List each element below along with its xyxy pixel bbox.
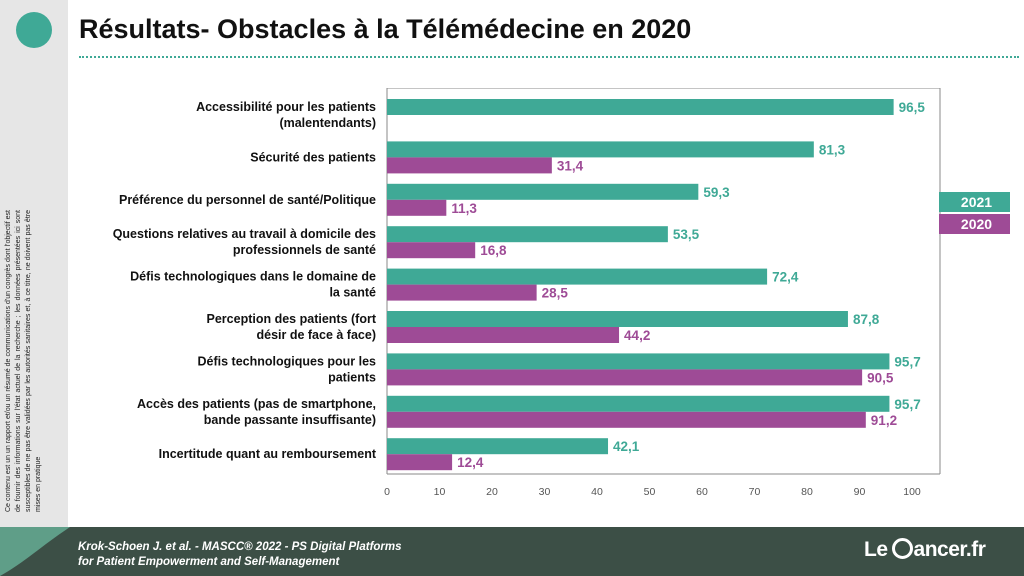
data-label-2021: 59,3 xyxy=(703,185,730,200)
footer-logo[interactable]: Le ancer.fr xyxy=(864,538,986,562)
data-label-2021: 72,4 xyxy=(772,270,799,285)
x-tick-label: 40 xyxy=(591,486,603,498)
category-label: Défis technologiques pour les xyxy=(198,354,377,368)
x-tick-label: 70 xyxy=(749,486,761,498)
bar-2020 xyxy=(387,411,866,428)
bar-2021 xyxy=(387,141,814,158)
data-label-2020: 16,8 xyxy=(480,243,507,258)
legend-label-2020: 2020 xyxy=(961,216,992,232)
page-title: Résultats- Obstacles à la Télémédecine e… xyxy=(79,14,692,44)
footer-logo-right: ancer.fr xyxy=(913,538,986,561)
bar-2020 xyxy=(387,369,863,386)
category-label: patients xyxy=(328,370,376,384)
category-label: désir de face à face) xyxy=(256,328,376,342)
bar-2021 xyxy=(387,226,668,243)
category-label: professionnels de santé xyxy=(233,243,376,257)
data-label-2020: 90,5 xyxy=(867,370,894,385)
bar-2021 xyxy=(387,99,894,115)
category-label: bande passante insuffisante) xyxy=(204,413,376,427)
bar-2020 xyxy=(387,242,476,259)
category-label: Sécurité des patients xyxy=(250,150,376,164)
left-sidebar: Ce contenu est un un rapport et/ou un ré… xyxy=(0,0,68,527)
bar-2020 xyxy=(387,284,537,301)
data-label-2021: 87,8 xyxy=(853,312,880,327)
category-label: (malentendants) xyxy=(279,116,376,130)
footer-reference: Krok-Schoen J. et al. - MASCC® 2022 - PS… xyxy=(78,540,402,570)
category-label: Accès des patients (pas de smartphone, xyxy=(137,397,376,411)
bar-2021 xyxy=(387,268,768,285)
category-label: Défis technologiques dans le domaine de xyxy=(130,270,376,284)
category-label: Préférence du personnel de santé/Politiq… xyxy=(119,193,376,207)
x-tick-label: 90 xyxy=(854,486,866,498)
legend-label-2021: 2021 xyxy=(961,194,992,210)
category-label: Incertitude quant au remboursement xyxy=(159,447,377,461)
bar-2020 xyxy=(387,454,453,471)
legend-swatch-2020 xyxy=(939,214,1010,234)
data-label-2021: 96,5 xyxy=(899,100,926,115)
data-label-2021: 53,5 xyxy=(673,227,700,242)
category-label: Questions relatives au travail à domicil… xyxy=(113,227,376,241)
bar-2021 xyxy=(387,438,609,455)
data-label-2020: 91,2 xyxy=(871,413,897,428)
brand-circle-icon xyxy=(16,12,52,48)
bar-chart: 0 10 20 30 40 50 60 70 80 90 100 Accessibilité pour… xyxy=(113,88,1010,498)
footer-reference-line2: for Patient Empowerment and Self-Managem… xyxy=(78,556,340,568)
data-label-2020: 28,5 xyxy=(542,286,569,301)
data-label-2020: 31,4 xyxy=(557,158,584,173)
bar-2020 xyxy=(387,327,620,343)
bar-2021 xyxy=(387,311,848,327)
data-label-2020: 44,2 xyxy=(624,328,650,343)
category-label: Perception des patients (fort xyxy=(207,312,377,326)
footer-logo-left: Le xyxy=(864,538,888,561)
logo-ring-icon xyxy=(891,538,913,559)
footer-wave-decoration xyxy=(0,527,70,576)
x-tick-label: 20 xyxy=(486,486,498,498)
category-label: Accessibilité pour les patients xyxy=(196,100,376,114)
category-label: la santé xyxy=(329,286,376,300)
bar-2021 xyxy=(387,395,890,412)
bar-2020 xyxy=(387,157,552,174)
x-tick-label: 80 xyxy=(801,486,813,498)
footer-reference-line1: Krok-Schoen J. et al. - MASCC® 2022 - PS… xyxy=(78,541,402,553)
x-tick-label: 60 xyxy=(696,486,708,498)
bar-2021 xyxy=(387,353,890,370)
data-label-2021: 42,1 xyxy=(613,439,640,454)
disclaimer-text: Ce contenu est un un rapport et/ou un ré… xyxy=(5,210,42,512)
bar-2021 xyxy=(387,183,699,200)
x-tick-label: 50 xyxy=(644,486,656,498)
footer: Krok-Schoen J. et al. - MASCC® 2022 - PS… xyxy=(0,527,1024,576)
x-tick-label: 30 xyxy=(539,486,551,498)
bar-2020 xyxy=(387,199,447,216)
data-label-2021: 95,7 xyxy=(894,397,920,412)
data-label-2020: 12,4 xyxy=(457,455,484,470)
legend-swatch-2021 xyxy=(939,192,1010,212)
data-label-2021: 81,3 xyxy=(819,142,846,157)
x-tick-label: 10 xyxy=(434,486,446,498)
data-label-2020: 11,3 xyxy=(451,201,477,216)
x-tick-label: 100 xyxy=(903,486,921,498)
data-label-2021: 95,7 xyxy=(894,354,920,369)
title-divider xyxy=(79,56,1019,58)
x-tick-label: 0 xyxy=(384,486,390,498)
